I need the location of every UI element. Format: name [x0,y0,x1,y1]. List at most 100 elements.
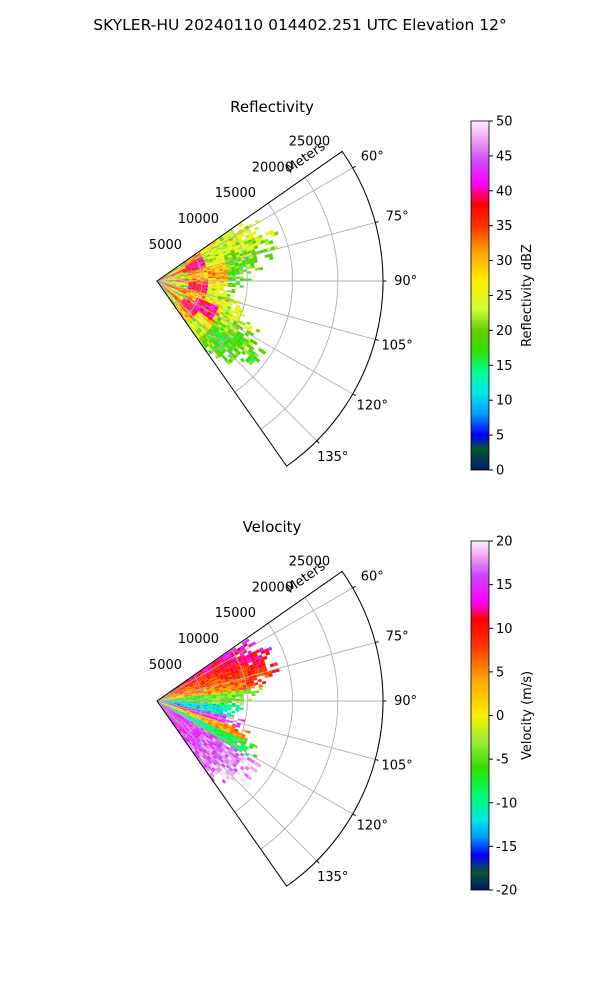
radar-cell [250,237,256,242]
radar-cell [223,733,229,737]
radar-cell [199,258,204,262]
radar-cell [228,320,234,325]
radar-cell [186,269,191,272]
radar-cell [179,691,184,694]
radar-cell [180,307,184,311]
radar-cell [171,273,176,275]
radar-cell [196,278,201,280]
radar-cell [183,273,188,276]
radar-cell [200,680,205,683]
radar-cell [245,261,251,265]
radar-cell [203,343,208,349]
radar-cell [184,696,189,698]
radar-cell [177,304,181,308]
radar-cell [176,284,181,286]
radar-cell [160,702,165,705]
radar-cell [195,314,199,318]
radar-cell [171,299,175,303]
radar-cell [206,246,211,251]
radar-cell [234,263,239,267]
radar-cell [242,649,248,654]
radar-cell [202,323,207,328]
radar-cell [209,321,214,326]
radar-cell [239,689,244,693]
radar-cell [202,294,207,297]
radar-cell [208,339,213,344]
radar-cell [182,304,187,309]
radar-cell [168,704,172,707]
radar-cell [164,703,169,706]
radar-cell [254,226,259,231]
radar-cell [164,696,169,699]
radar-cell [203,709,208,712]
radar-cell [228,302,233,306]
radar-cell [233,767,239,773]
radar-cell [180,284,185,286]
radar-cell [182,710,187,713]
radar-cell [211,756,216,762]
radar-cell [204,702,209,704]
radar-cell [224,702,228,705]
radar-cell [225,248,230,253]
radar-cell [201,760,206,765]
radar-cell [233,347,239,353]
radar-cell [176,283,181,285]
radar-cell [241,227,246,232]
radar-cell [211,311,216,315]
radar-cell [163,285,167,289]
radar-cell [219,658,225,662]
radar-cell [237,658,243,662]
radar-cell [208,283,213,286]
radar-cell [192,705,197,708]
radar-cell [210,725,215,729]
radar-cell [217,298,222,302]
radar-cell [175,714,180,718]
radar-cell [218,715,223,719]
radar-cell [224,320,229,325]
radar-cell [236,647,242,652]
radar-cell [214,686,219,689]
radar-cell [164,275,168,278]
radar-cell [227,342,233,347]
radar-cell [202,731,207,735]
radar-cell [176,293,181,297]
radar-cell [171,719,175,723]
radar-cell [209,344,214,349]
radar-cell [216,258,221,262]
radar-cell [197,742,202,747]
radar-cell [179,272,184,275]
radar-cell [231,276,236,279]
radar-cell [226,712,232,715]
radar-cell [172,281,177,283]
radar-cell [230,661,236,666]
radar-cell [208,736,213,741]
radar-cell [173,711,178,714]
radar-cell [184,696,189,699]
radar-cell [236,770,242,775]
radar-cell [189,264,194,268]
radar-cell [221,248,226,253]
radar-cell [168,705,172,707]
radar-cell [201,263,206,267]
radar-cell [212,696,217,699]
radar-cell [222,672,227,676]
radar-cell [187,707,192,710]
radar-cell [230,316,236,321]
radar-cell [218,267,223,270]
radar-cell [180,301,184,305]
radar-cell [225,326,230,331]
radar-cell [228,256,233,260]
radar-cell [247,775,253,781]
radar-cell [208,282,213,284]
radar-cell [176,699,181,700]
radar-cell [169,710,173,714]
radar-cell [180,285,185,287]
radar-cell [194,293,199,296]
radar-cell [244,332,250,337]
radar-cell [244,766,250,771]
radar-cell [176,699,181,701]
radar-cell [268,240,274,245]
radar-cell [197,322,202,327]
radar-cell [224,701,229,703]
radar-cell [216,768,221,774]
